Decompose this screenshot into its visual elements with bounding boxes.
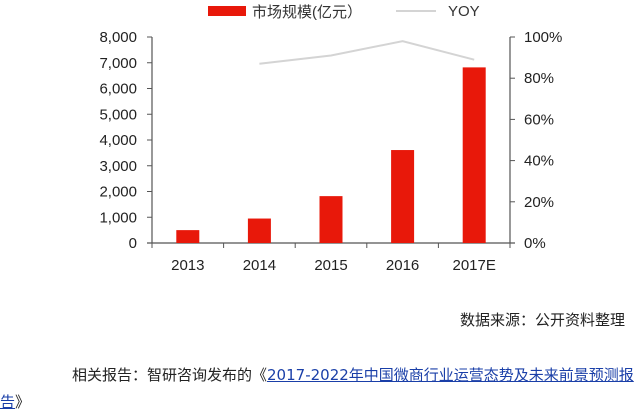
bar-2017E (462, 67, 486, 243)
legend-bar-swatch (208, 6, 246, 16)
x-axis-tick-label: 2015 (314, 257, 347, 274)
left-y-axis: 0 1,000 2,000 3,000 4,000 5,000 6,000 7,000 8,00… (99, 29, 153, 252)
right-axis-tick-label: 80% (524, 70, 554, 87)
left-axis-tick-label: 4,000 (99, 132, 137, 149)
bar-2013 (176, 230, 200, 243)
related-prefix: 相关报告：智研咨询发布的《 (72, 366, 268, 384)
related-report-link[interactable]: 2017-2022年中国微商行业运营态势及未来前景预测报告 (0, 366, 634, 411)
left-axis-tick-label: 3,000 (99, 158, 137, 175)
legend-line-label: YOY (448, 2, 480, 20)
legend-line-swatch (396, 10, 436, 12)
left-axis-tick-label: 6,000 (99, 81, 137, 98)
related-suffix: 》 (15, 393, 31, 411)
data-source-note: 数据来源：公开资料整理 (459, 311, 625, 329)
left-axis-tick-label: 1,000 (99, 209, 137, 226)
related-report: 相关报告：智研咨询发布的《2017-2022年中国微商行业运营态势及未来前景预测… (0, 362, 635, 416)
combo-chart: 0 1,000 2,000 3,000 4,000 5,000 6,000 7,000 8,00… (99, 29, 562, 274)
x-axis-tick-label: 2017E (453, 257, 496, 274)
chart-legend: 市场规模(亿元） YOY (208, 0, 480, 22)
x-axis-tick-label: 2016 (386, 257, 419, 274)
x-axis-tick-label: 2014 (243, 257, 276, 274)
left-axis-tick-label: 8,000 (99, 29, 137, 46)
legend-bar-label: 市场规模(亿元） (252, 3, 362, 21)
right-axis-tick-label: 0% (524, 235, 546, 252)
bar-2015 (319, 196, 343, 243)
yoy-line-series (259, 40, 475, 65)
right-axis-tick-label: 40% (524, 153, 554, 170)
right-axis-tick-label: 100% (524, 29, 562, 46)
x-axis: 2013 2014 2015 2016 2017E (147, 242, 515, 274)
left-axis-tick-label: 0 (129, 235, 137, 252)
left-axis-tick-label: 2,000 (99, 184, 137, 201)
left-axis-tick-label: 5,000 (99, 106, 137, 123)
x-axis-tick-label: 2013 (171, 257, 204, 274)
right-axis-tick-label: 60% (524, 111, 554, 128)
bar-2016 (391, 150, 415, 243)
bar-series (176, 67, 486, 243)
left-axis-tick-label: 7,000 (99, 55, 137, 72)
right-axis-tick-label: 20% (524, 194, 554, 211)
bar-2014 (247, 218, 271, 243)
right-y-axis: 0% 20% 40% 60% 80% 100% (509, 29, 562, 252)
